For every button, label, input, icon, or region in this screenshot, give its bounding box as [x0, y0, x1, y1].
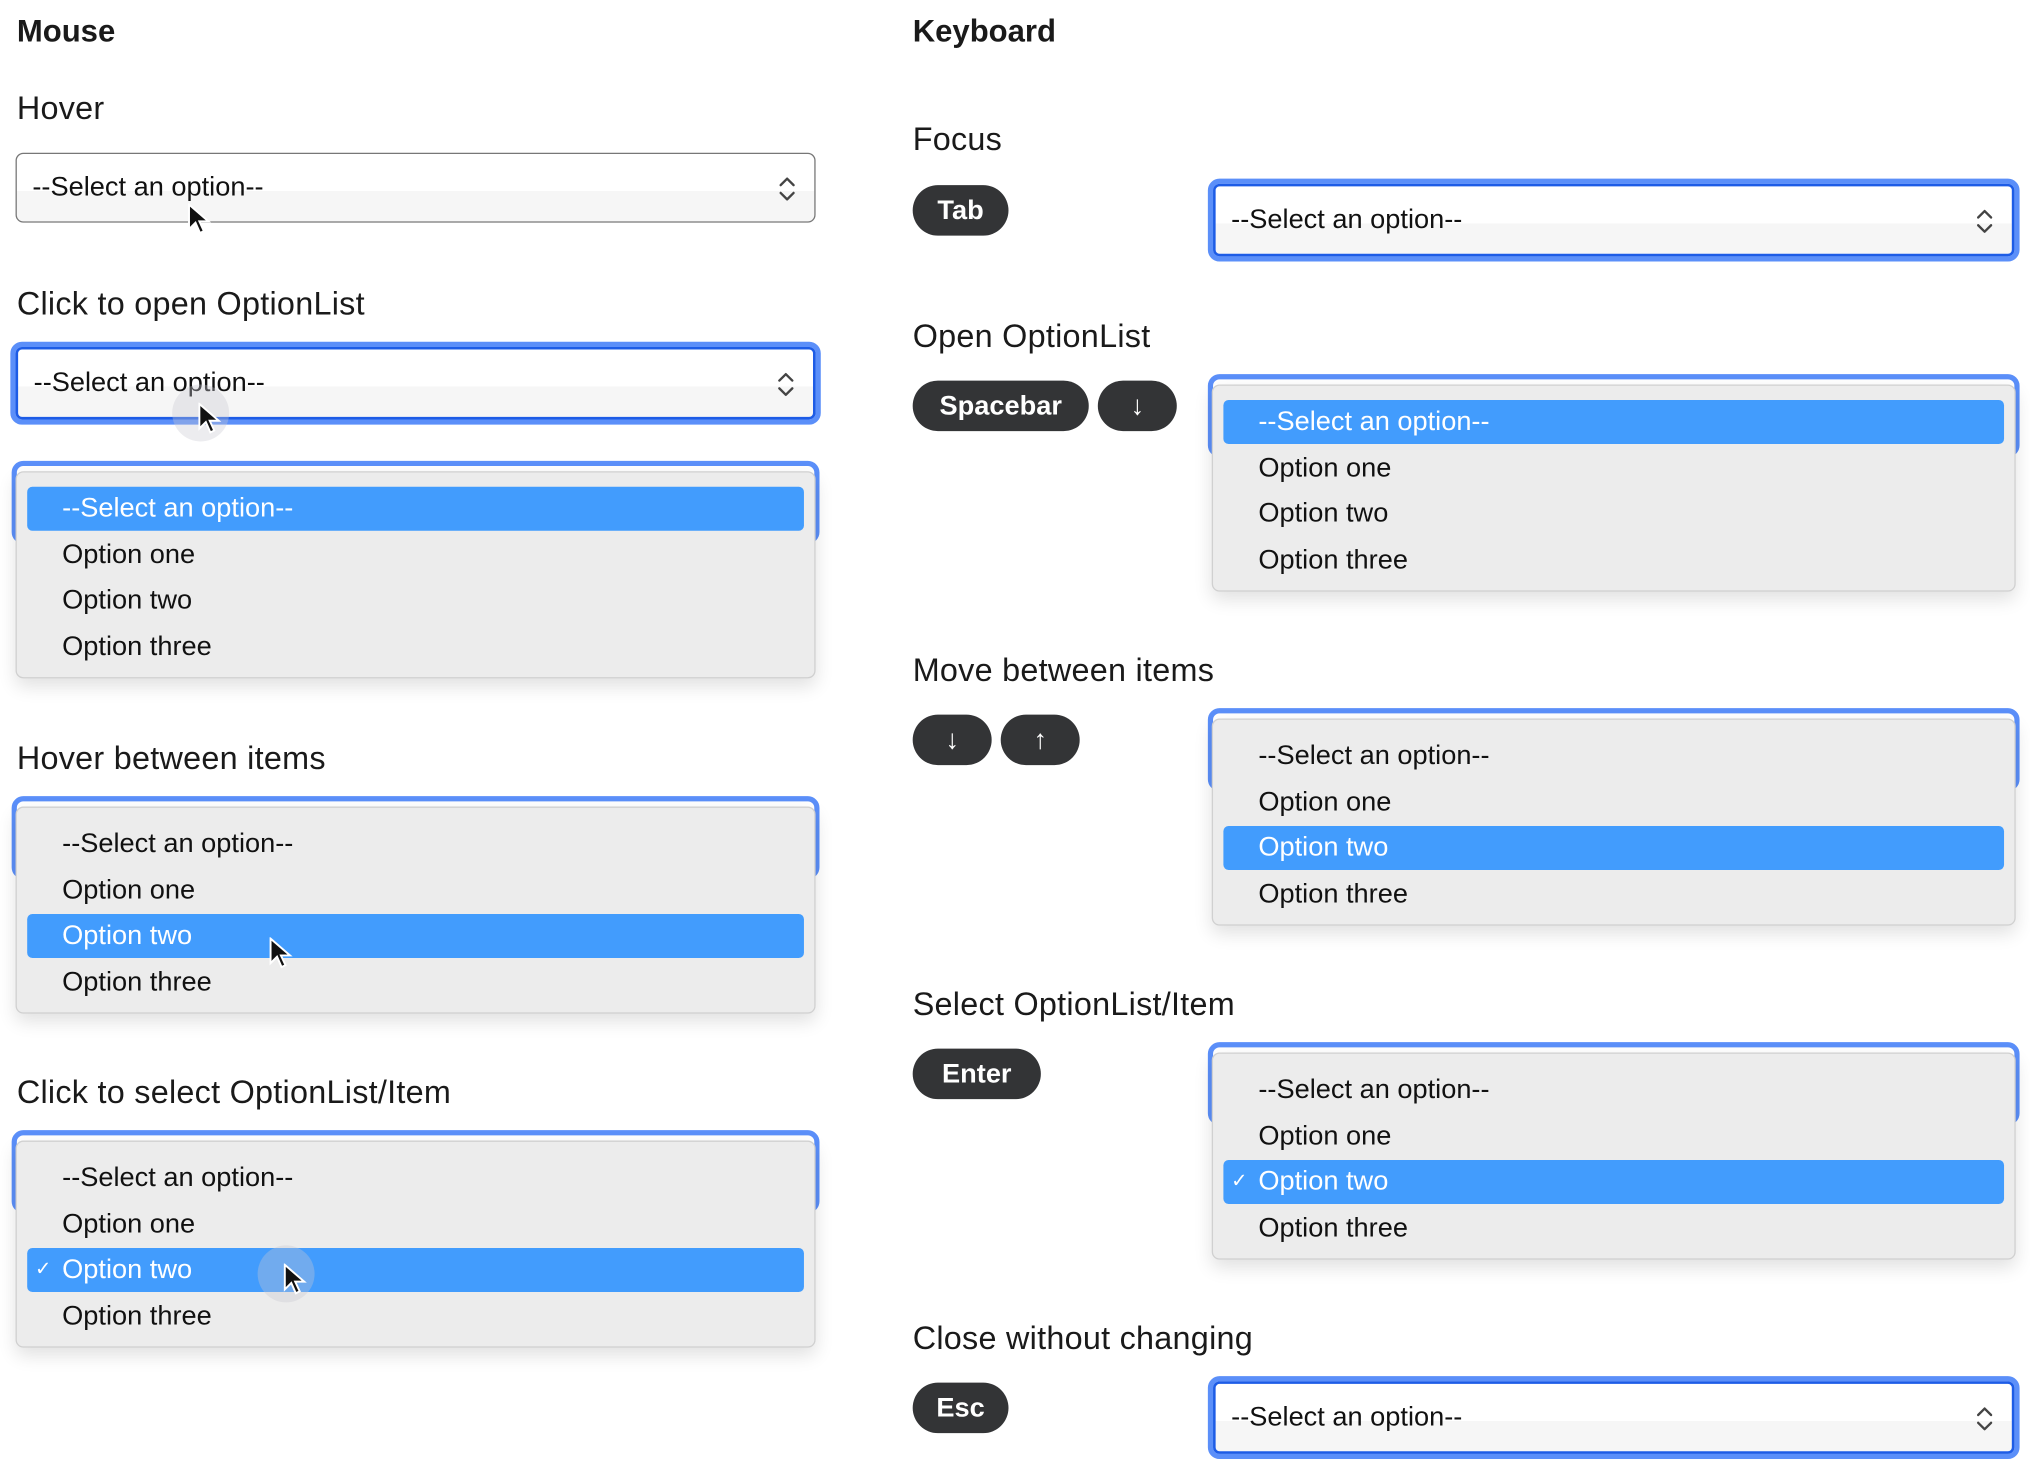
- option-item[interactable]: Option one: [1223, 446, 2004, 490]
- select-value: --Select an option--: [1231, 1402, 1463, 1432]
- option-item[interactable]: --Select an option--: [1223, 400, 2005, 445]
- section-label: Hover between items: [16, 740, 326, 777]
- option-label: Option three: [1258, 878, 1408, 909]
- checkmark-icon: ✓: [34, 1258, 52, 1281]
- mouse-cursor-icon: [269, 936, 293, 977]
- option-list[interactable]: --Select an option-- Option one Option two…: [15, 806, 816, 1014]
- option-item[interactable]: Option one: [1223, 780, 2004, 824]
- option-label: Option three: [62, 1300, 212, 1331]
- option-item[interactable]: Option three: [27, 625, 804, 669]
- select-dropdown[interactable]: --Select an option--: [10, 341, 821, 425]
- option-label: Option two: [1258, 832, 1389, 863]
- select-field[interactable]: --Select an option--: [15, 346, 816, 420]
- option-item[interactable]: --Select an option--: [27, 822, 804, 866]
- option-label: Option three: [1258, 1212, 1408, 1243]
- option-item[interactable]: Option one: [27, 533, 804, 577]
- option-list[interactable]: --Select an option-- Option one Option two…: [15, 471, 816, 679]
- select-value: --Select an option--: [32, 172, 264, 202]
- option-label: Option one: [1258, 1120, 1392, 1151]
- option-item[interactable]: Option two: [27, 913, 804, 959]
- option-item[interactable]: Option three: [1223, 1206, 2004, 1250]
- mouse-cursor-icon: [283, 1262, 307, 1304]
- keyboard-heading: Keyboard: [912, 14, 1057, 50]
- option-label: Option three: [62, 631, 212, 661]
- option-label: --Select an option--: [1258, 406, 1490, 437]
- option-item[interactable]: Option two: [1223, 825, 2005, 870]
- option-item[interactable]: Option three: [1223, 872, 2004, 916]
- select-dropdown[interactable]: --Select an option--: [15, 152, 816, 223]
- option-list[interactable]: --Select an option-- Option one Option two…: [1211, 384, 2016, 592]
- mouse-cursor-icon: [198, 401, 222, 443]
- key-arrow-down: ↓: [1097, 380, 1177, 432]
- option-label: Option two: [1258, 1166, 1389, 1197]
- option-item[interactable]: --Select an option--: [27, 1156, 804, 1200]
- key-spacebar: Spacebar: [912, 380, 1089, 432]
- section-label: Click to select OptionList/Item: [16, 1074, 452, 1111]
- section-label: Close without changing: [912, 1320, 1254, 1357]
- option-item[interactable]: Option one: [27, 868, 804, 912]
- key-arrow-down: ↓: [912, 714, 992, 766]
- key-esc: Esc: [912, 1382, 1009, 1434]
- checkmark-icon: ✓: [1231, 1170, 1248, 1193]
- option-label: --Select an option--: [1258, 1074, 1490, 1105]
- option-item[interactable]: ✓ Option two: [27, 1247, 804, 1293]
- section-label: Move between items: [912, 652, 1215, 689]
- option-list[interactable]: --Select an option-- Option one ✓ Option tw…: [1211, 1052, 2016, 1260]
- option-item[interactable]: Option three: [1223, 538, 2004, 582]
- option-item[interactable]: --Select an option--: [1223, 1068, 2004, 1112]
- select-value: --Select an option--: [1231, 204, 1463, 235]
- option-item[interactable]: ✓ Option two: [1223, 1159, 2005, 1204]
- option-label: Option two: [1258, 498, 1389, 529]
- option-item[interactable]: Option one: [27, 1202, 804, 1246]
- option-item[interactable]: --Select an option--: [1223, 734, 2004, 778]
- section-label: Open OptionList: [912, 318, 1151, 355]
- section-label: Hover: [16, 90, 105, 127]
- option-label: Option two: [62, 585, 193, 615]
- option-list[interactable]: --Select an option-- Option one ✓ Option tw…: [15, 1140, 816, 1348]
- option-label: --Select an option--: [62, 493, 294, 524]
- option-label: Option one: [62, 1208, 196, 1239]
- mouse-heading: Mouse: [16, 14, 116, 50]
- select-value: --Select an option--: [33, 367, 265, 398]
- option-item[interactable]: Option two: [27, 579, 804, 623]
- section-label: Click to open OptionList: [16, 286, 365, 323]
- key-tab: Tab: [912, 185, 1009, 236]
- option-label: Option one: [1258, 452, 1392, 483]
- section-label: Focus: [912, 121, 1003, 158]
- option-item[interactable]: Option two: [1223, 492, 2004, 536]
- option-item[interactable]: Option three: [27, 1294, 804, 1338]
- option-label: Option three: [62, 966, 212, 997]
- chevron-up-down-icon: [778, 372, 794, 397]
- option-label: Option one: [62, 874, 196, 905]
- option-item[interactable]: Option one: [1223, 1114, 2004, 1158]
- option-label: --Select an option--: [62, 1162, 294, 1193]
- select-field[interactable]: --Select an option--: [1213, 1381, 2015, 1454]
- option-label: Option two: [62, 920, 193, 951]
- select-dropdown[interactable]: --Select an option--: [1207, 1376, 2020, 1460]
- chevron-up-down-icon: [779, 177, 795, 201]
- option-label: Option three: [1258, 544, 1408, 575]
- option-label: Option one: [62, 539, 196, 569]
- option-label: --Select an option--: [62, 828, 294, 859]
- chevron-up-down-icon: [1976, 1407, 1993, 1431]
- chevron-up-down-icon: [1976, 209, 1993, 233]
- key-arrow-up: ↑: [1000, 714, 1080, 766]
- option-list[interactable]: --Select an option-- Option one Option two…: [1211, 718, 2016, 926]
- option-item[interactable]: Option three: [27, 960, 804, 1004]
- mouse-cursor-icon: [188, 202, 212, 243]
- select-field[interactable]: --Select an option--: [1213, 183, 2015, 257]
- option-item[interactable]: --Select an option--: [27, 486, 804, 531]
- option-label: Option two: [62, 1254, 193, 1285]
- section-label: Select OptionList/Item: [912, 986, 1236, 1023]
- select-dropdown[interactable]: --Select an option--: [1207, 178, 2020, 262]
- key-enter: Enter: [912, 1048, 1041, 1100]
- option-label: --Select an option--: [1258, 740, 1490, 771]
- option-label: Option one: [1258, 786, 1392, 817]
